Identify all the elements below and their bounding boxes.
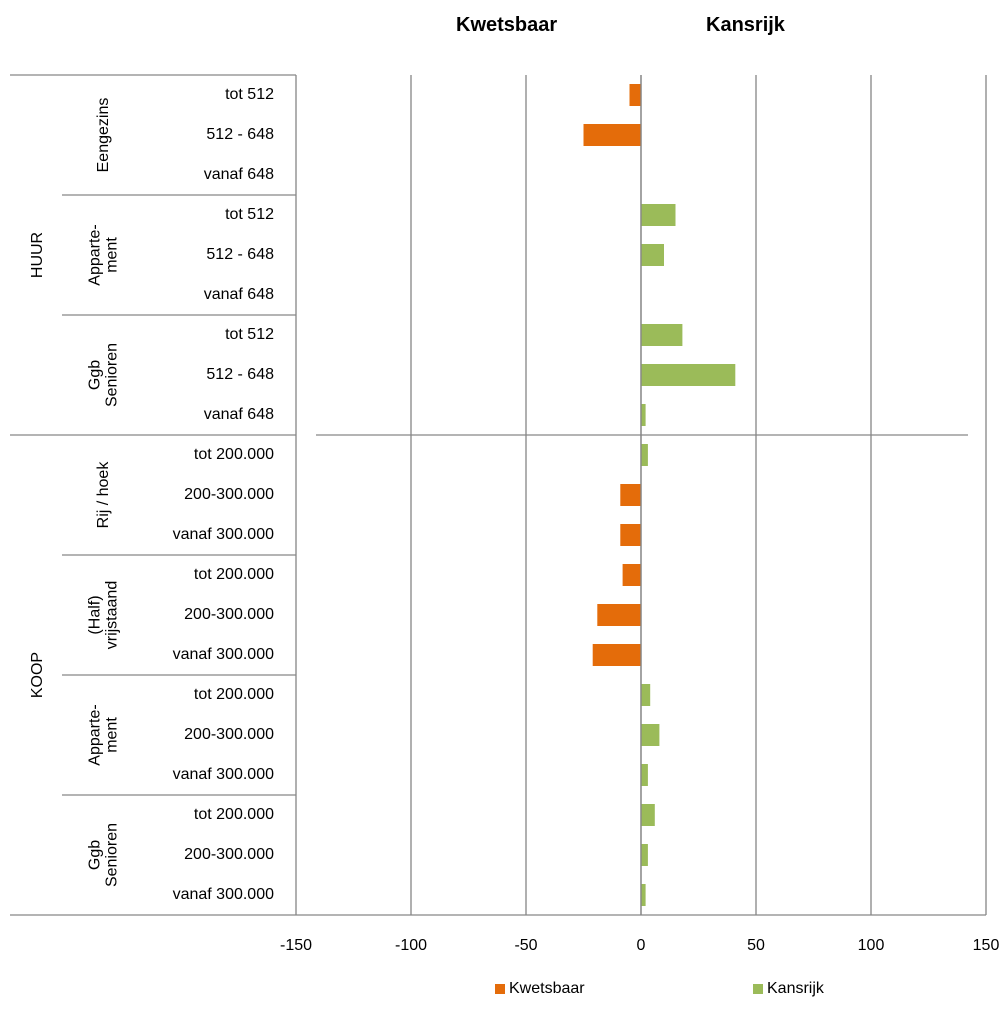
x-tick-label: 0 bbox=[637, 937, 646, 954]
category-label: vanaf 300.000 bbox=[173, 766, 275, 783]
x-tick-label: -50 bbox=[514, 937, 537, 954]
category-label: tot 200.000 bbox=[194, 566, 274, 583]
category-label: vanaf 300.000 bbox=[173, 526, 275, 543]
bar-kansrijk bbox=[641, 404, 646, 426]
bar-kwetsbaar bbox=[583, 124, 641, 146]
subgroup-label: Eengezins bbox=[95, 98, 112, 173]
group-label: KOOP bbox=[29, 652, 46, 698]
category-label: tot 512 bbox=[225, 86, 274, 103]
bar-kansrijk bbox=[641, 244, 664, 266]
bar-kansrijk bbox=[641, 444, 648, 466]
category-label: vanaf 300.000 bbox=[173, 886, 275, 903]
x-tick-label: 150 bbox=[973, 937, 1000, 954]
category-label: tot 200.000 bbox=[194, 806, 274, 823]
legend-label-kansrijk: Kansrijk bbox=[767, 980, 824, 997]
subgroup-label-line: Senioren bbox=[104, 823, 121, 887]
bar-kwetsbaar bbox=[620, 524, 641, 546]
subgroup-label: GgbSenioren bbox=[87, 343, 121, 407]
legend-item-kwetsbaar: Kwetsbaar bbox=[495, 980, 585, 998]
x-tick-label: 100 bbox=[858, 937, 885, 954]
x-tick-label: -150 bbox=[280, 937, 312, 954]
subgroup-label: Apparte-ment bbox=[87, 224, 121, 285]
bar-kansrijk bbox=[641, 804, 655, 826]
x-tick-label: -100 bbox=[395, 937, 427, 954]
category-label: vanaf 648 bbox=[204, 166, 274, 183]
bar-kwetsbaar bbox=[622, 564, 641, 586]
subgroup-label-line: ment bbox=[104, 237, 121, 273]
category-label: tot 512 bbox=[225, 326, 274, 343]
bar-kwetsbaar bbox=[597, 604, 641, 626]
bar-kansrijk bbox=[641, 324, 683, 346]
header-left-label: Kwetsbaar bbox=[456, 14, 558, 36]
subgroup-label-line: Apparte- bbox=[87, 704, 104, 765]
bar-kansrijk bbox=[641, 884, 646, 906]
bar-kansrijk bbox=[641, 684, 651, 706]
legend-swatch-kwetsbaar bbox=[495, 984, 505, 994]
subgroup-label-line: Senioren bbox=[104, 343, 121, 407]
group-label: HUUR bbox=[29, 232, 46, 278]
category-label: vanaf 648 bbox=[204, 286, 274, 303]
legend-label-kwetsbaar: Kwetsbaar bbox=[509, 980, 585, 997]
bar-kwetsbaar bbox=[620, 484, 641, 506]
category-label: 512 - 648 bbox=[206, 246, 274, 263]
category-label: tot 200.000 bbox=[194, 446, 274, 463]
category-label: tot 512 bbox=[225, 206, 274, 223]
category-label: 200-300.000 bbox=[184, 486, 274, 503]
legend-item-kansrijk: Kansrijk bbox=[753, 980, 824, 998]
subgroup-label: GgbSenioren bbox=[87, 823, 121, 887]
category-label: 200-300.000 bbox=[184, 726, 274, 743]
subgroup-label: Apparte-ment bbox=[87, 704, 121, 765]
subgroup-label-line: Apparte- bbox=[87, 224, 104, 285]
subgroup-label-line: Eengezins bbox=[95, 98, 112, 173]
subgroup-label-line: (Half) bbox=[87, 595, 104, 634]
bar-kansrijk bbox=[641, 204, 676, 226]
subgroup-label-line: vrijstaand bbox=[104, 581, 121, 649]
category-label: vanaf 300.000 bbox=[173, 646, 275, 663]
x-tick-label: 50 bbox=[747, 937, 765, 954]
bar-kansrijk bbox=[641, 724, 660, 746]
subgroup-label: (Half)vrijstaand bbox=[87, 581, 121, 649]
legend-swatch-kansrijk bbox=[753, 984, 763, 994]
subgroup-label-line: Rij / hoek bbox=[95, 461, 112, 529]
category-label: 200-300.000 bbox=[184, 606, 274, 623]
bar-kwetsbaar bbox=[629, 84, 641, 106]
subgroup-label-line: ment bbox=[104, 717, 121, 753]
subgroup-label: Rij / hoek bbox=[95, 461, 112, 529]
category-label: tot 200.000 bbox=[194, 686, 274, 703]
bar-kansrijk bbox=[641, 764, 648, 786]
bar-kansrijk bbox=[641, 844, 648, 866]
bar-kwetsbaar bbox=[592, 644, 641, 666]
category-label: vanaf 648 bbox=[204, 406, 274, 423]
subgroup-label-line: Ggb bbox=[87, 840, 104, 870]
category-label: 200-300.000 bbox=[184, 846, 274, 863]
category-label: 512 - 648 bbox=[206, 126, 274, 143]
bar-kansrijk bbox=[641, 364, 736, 386]
header-right-label: Kansrijk bbox=[706, 14, 785, 36]
subgroup-label-line: Ggb bbox=[87, 360, 104, 390]
category-label: 512 - 648 bbox=[206, 366, 274, 383]
